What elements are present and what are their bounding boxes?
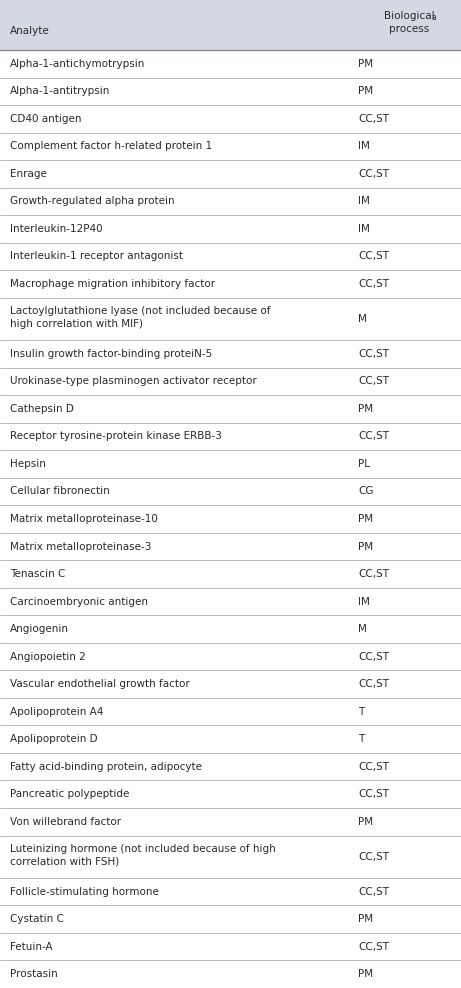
Text: Tenascin C: Tenascin C xyxy=(10,569,65,579)
Text: CC,ST: CC,ST xyxy=(358,279,389,288)
Text: CC,ST: CC,ST xyxy=(358,652,389,662)
Text: Interleukin-12P40: Interleukin-12P40 xyxy=(10,224,103,234)
Text: Hepsin: Hepsin xyxy=(10,459,46,469)
Text: Alpha-1-antichymotrypsin: Alpha-1-antichymotrypsin xyxy=(10,58,145,69)
Text: Apolipoprotein A4: Apolipoprotein A4 xyxy=(10,706,103,716)
Text: CD40 antigen: CD40 antigen xyxy=(10,114,82,124)
Text: CG: CG xyxy=(358,486,373,497)
Text: Angiopoietin 2: Angiopoietin 2 xyxy=(10,652,86,662)
Text: Prostasin: Prostasin xyxy=(10,969,58,979)
Text: PM: PM xyxy=(358,86,373,96)
Bar xyxy=(0,0,461,50)
Text: Fetuin-A: Fetuin-A xyxy=(10,942,53,951)
Text: Matrix metalloproteinase-10: Matrix metalloproteinase-10 xyxy=(10,514,158,524)
Text: PM: PM xyxy=(358,404,373,414)
Text: Insulin growth factor-binding proteiN-5: Insulin growth factor-binding proteiN-5 xyxy=(10,349,212,359)
Text: CC,ST: CC,ST xyxy=(358,886,389,897)
Text: PM: PM xyxy=(358,969,373,979)
Text: Lactoylglutathione lyase (not included because of
high correlation with MIF): Lactoylglutathione lyase (not included b… xyxy=(10,306,271,329)
Text: CC,ST: CC,ST xyxy=(358,679,389,690)
Text: a: a xyxy=(431,13,436,22)
Text: T: T xyxy=(358,706,364,716)
Text: CC,ST: CC,ST xyxy=(358,349,389,359)
Text: Cellular fibronectin: Cellular fibronectin xyxy=(10,486,110,497)
Text: CC,ST: CC,ST xyxy=(358,852,389,862)
Text: IM: IM xyxy=(358,597,370,607)
Text: CC,ST: CC,ST xyxy=(358,569,389,579)
Text: Carcinoembryonic antigen: Carcinoembryonic antigen xyxy=(10,597,148,607)
Text: Analyte: Analyte xyxy=(10,26,50,36)
Text: Enrage: Enrage xyxy=(10,169,47,179)
Text: CC,ST: CC,ST xyxy=(358,114,389,124)
Text: Interleukin-1 receptor antagonist: Interleukin-1 receptor antagonist xyxy=(10,251,183,262)
Text: CC,ST: CC,ST xyxy=(358,376,389,386)
Text: CC,ST: CC,ST xyxy=(358,942,389,951)
Text: Complement factor h-related protein 1: Complement factor h-related protein 1 xyxy=(10,141,212,151)
Text: CC,ST: CC,ST xyxy=(358,251,389,262)
Text: IM: IM xyxy=(358,197,370,206)
Text: Fatty acid-binding protein, adipocyte: Fatty acid-binding protein, adipocyte xyxy=(10,762,202,772)
Text: PL: PL xyxy=(358,459,370,469)
Text: M: M xyxy=(358,314,367,324)
Text: Cathepsin D: Cathepsin D xyxy=(10,404,74,414)
Text: Vascular endothelial growth factor: Vascular endothelial growth factor xyxy=(10,679,190,690)
Text: Urokinase-type plasminogen activator receptor: Urokinase-type plasminogen activator rec… xyxy=(10,376,257,386)
Text: Matrix metalloproteinase-3: Matrix metalloproteinase-3 xyxy=(10,541,151,551)
Text: Cystatin C: Cystatin C xyxy=(10,914,64,924)
Text: Biological
process: Biological process xyxy=(384,11,435,34)
Text: IM: IM xyxy=(358,224,370,234)
Text: CC,ST: CC,ST xyxy=(358,169,389,179)
Text: Growth-regulated alpha protein: Growth-regulated alpha protein xyxy=(10,197,175,206)
Text: CC,ST: CC,ST xyxy=(358,762,389,772)
Text: T: T xyxy=(358,734,364,744)
Text: Alpha-1-antitrypsin: Alpha-1-antitrypsin xyxy=(10,86,110,96)
Text: Apolipoprotein D: Apolipoprotein D xyxy=(10,734,98,744)
Text: PM: PM xyxy=(358,914,373,924)
Text: Macrophage migration inhibitory factor: Macrophage migration inhibitory factor xyxy=(10,279,215,288)
Text: Follicle-stimulating hormone: Follicle-stimulating hormone xyxy=(10,886,159,897)
Text: PM: PM xyxy=(358,817,373,827)
Text: Angiogenin: Angiogenin xyxy=(10,624,69,634)
Text: Von willebrand factor: Von willebrand factor xyxy=(10,817,121,827)
Text: Receptor tyrosine-protein kinase ERBB-3: Receptor tyrosine-protein kinase ERBB-3 xyxy=(10,432,222,442)
Text: CC,ST: CC,ST xyxy=(358,432,389,442)
Text: PM: PM xyxy=(358,58,373,69)
Text: Luteinizing hormone (not included because of high
correlation with FSH): Luteinizing hormone (not included becaus… xyxy=(10,844,276,866)
Text: IM: IM xyxy=(358,141,370,151)
Text: PM: PM xyxy=(358,514,373,524)
Text: PM: PM xyxy=(358,541,373,551)
Text: Pancreatic polypeptide: Pancreatic polypeptide xyxy=(10,789,130,799)
Text: M: M xyxy=(358,624,367,634)
Text: CC,ST: CC,ST xyxy=(358,789,389,799)
